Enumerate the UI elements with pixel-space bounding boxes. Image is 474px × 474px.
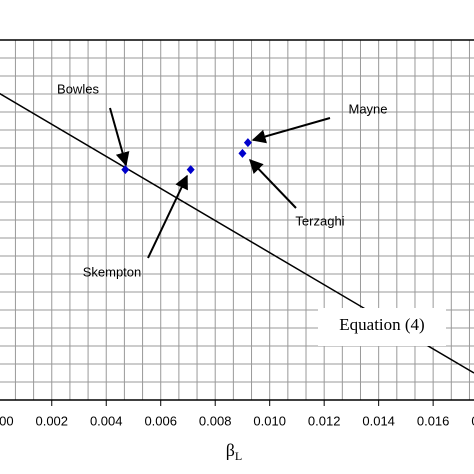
equation-box (318, 308, 446, 346)
x-tick-label: 0.008 (199, 413, 232, 428)
x-tick-label: 0.002 (35, 413, 68, 428)
point-label: Skempton (83, 264, 142, 279)
point-label: Mayne (348, 101, 387, 116)
x-tick-label: 0.012 (308, 413, 341, 428)
x-tick-label: 0.006 (144, 413, 177, 428)
point-label: Terzaghi (295, 213, 344, 228)
arrows (109, 107, 331, 259)
data-point (121, 165, 130, 175)
data-point (238, 148, 247, 158)
point-label: Bowles (57, 81, 99, 96)
x-tick-label: 0.000 (0, 413, 14, 428)
x-tick-label: 0.018 (471, 413, 474, 428)
equation-label: Equation (4) (339, 315, 424, 334)
data-point (243, 138, 252, 148)
x-axis-label: βL (226, 440, 243, 463)
x-tick-label: 0.016 (417, 413, 450, 428)
x-tick-label: 0.010 (253, 413, 286, 428)
x-tick-label: 0.014 (362, 413, 395, 428)
x-tick-label: 0.004 (90, 413, 123, 428)
data-point (186, 165, 195, 175)
